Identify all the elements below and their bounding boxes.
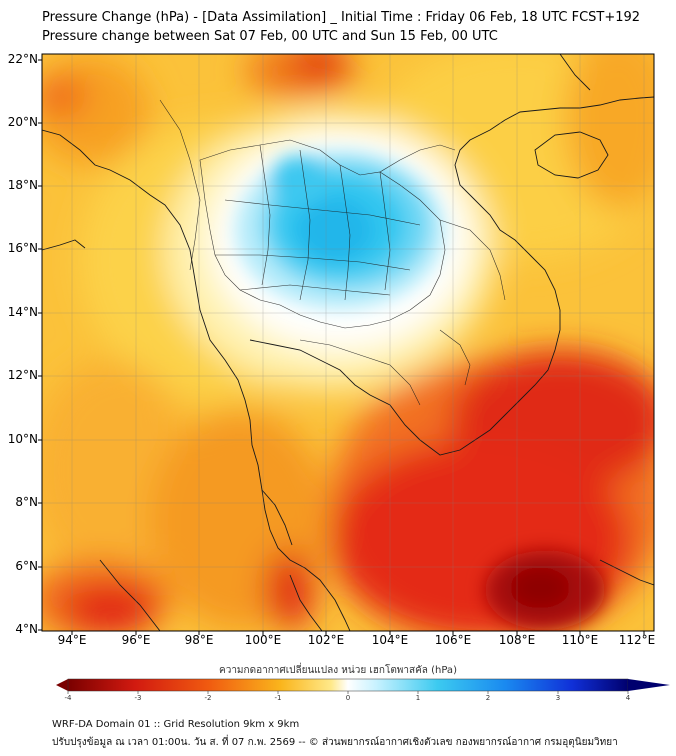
- colorbar-tick: -4: [64, 694, 72, 702]
- map-title: Pressure Change (hPa) - [Data Assimilati…: [42, 10, 641, 25]
- lat-label-14n: 14°N: [7, 305, 38, 319]
- map-subtitle: Pressure change between Sat 07 Feb, 00 U…: [42, 29, 498, 44]
- lon-label-102e: 102°E: [307, 633, 345, 647]
- lat-label-16n: 16°N: [7, 241, 38, 255]
- lat-label-4n: 4°N: [15, 622, 38, 636]
- lon-label-112e: 112°E: [618, 633, 656, 647]
- coastlines: [42, 54, 654, 631]
- colorbar-tick: 4: [625, 694, 631, 702]
- colorbar-tick: 2: [485, 694, 491, 702]
- colorbar-tick: 1: [415, 694, 421, 702]
- footer-model-info: WRF-DA Domain 01 :: Grid Resolution 9km …: [52, 719, 300, 730]
- lon-label-108e: 108°E: [498, 633, 536, 647]
- graticule: [42, 54, 654, 631]
- colorbar-min-arrow: [56, 679, 68, 691]
- lat-label-10n: 10°N: [7, 432, 38, 446]
- colorbar-title: ความกดอากาศเปลี่ยนแปลง หน่วย เฮกโตพาสคัล…: [219, 665, 457, 676]
- lat-label-12n: 12°N: [7, 368, 38, 382]
- colorbar-tick: 0: [345, 694, 351, 702]
- lon-label-104e: 104°E: [371, 633, 409, 647]
- colorbar-tick: -2: [204, 694, 212, 702]
- lat-label-8n: 8°N: [15, 495, 38, 509]
- footer-update-info: ปรับปรุงข้อมูล ณ เวลา 01:00น. วัน ส. ที่…: [52, 737, 618, 748]
- lon-label-100e: 100°E: [244, 633, 282, 647]
- colorbar-gradient: [67, 678, 629, 692]
- lat-label-18n: 18°N: [7, 178, 38, 192]
- lon-label-96e: 96°E: [121, 633, 151, 647]
- admin-borders: [159, 99, 506, 406]
- lon-label-98e: 98°E: [184, 633, 214, 647]
- colorbar-tick: -3: [134, 694, 142, 702]
- lon-label-106e: 106°E: [434, 633, 472, 647]
- colorbar-max-arrow: [628, 679, 670, 691]
- lat-label-20n: 20°N: [7, 115, 38, 129]
- lat-label-22n: 22°N: [7, 52, 38, 66]
- map-frame: [41, 53, 655, 632]
- lon-label-110e: 110°E: [561, 633, 599, 647]
- lat-label-6n: 6°N: [15, 559, 38, 573]
- pressure-field: [42, 54, 654, 631]
- lon-label-94e: 94°E: [57, 633, 87, 647]
- colorbar-tick: -1: [274, 694, 282, 702]
- colorbar-tick: 3: [555, 694, 561, 702]
